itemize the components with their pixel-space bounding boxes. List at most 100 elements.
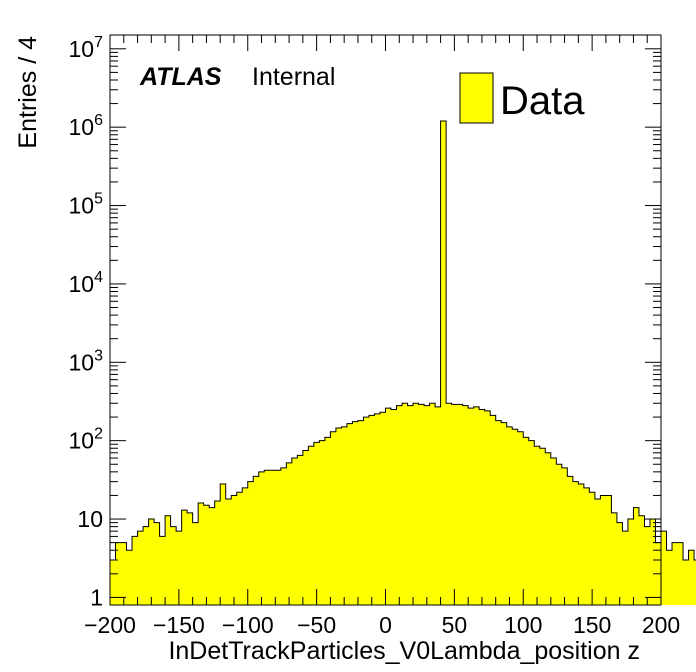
histogram-bar [638, 515, 645, 605]
histogram-bar [280, 467, 287, 605]
histogram-bar [170, 526, 177, 605]
y-tick-label: 103 [69, 347, 104, 375]
histogram-bar [187, 512, 193, 605]
histogram-bar [402, 403, 408, 605]
histogram-bar [567, 476, 574, 605]
histogram-bar [319, 440, 326, 605]
y-tick-label: 10 [77, 506, 103, 532]
y-axis-title: Entries / 4 [14, 36, 42, 149]
histogram-bar [534, 446, 541, 605]
histogram-bar [611, 512, 618, 605]
histogram-bar [429, 403, 436, 605]
histogram-bar [379, 412, 386, 605]
histogram-bar [683, 560, 689, 605]
histogram-bar [694, 560, 696, 605]
histogram-bar [440, 120, 447, 605]
histogram-bar [424, 405, 430, 605]
x-tick-label: 0 [379, 612, 392, 638]
histogram-bar [468, 408, 474, 605]
histogram-bar [451, 404, 458, 605]
histogram-bar [605, 495, 612, 605]
histogram-bar [368, 415, 375, 605]
histogram-bar [677, 542, 684, 605]
histogram-bar [324, 437, 331, 605]
histogram-bar [495, 420, 502, 605]
y-tick-labels: 1 10 102 103 104 105 106 107 [69, 34, 104, 611]
x-tick-label: −200 [84, 612, 136, 638]
histogram-bar [341, 426, 348, 605]
plot-frame [109, 34, 662, 606]
x-tick-label: 200 [642, 612, 680, 638]
histogram-bar [236, 492, 243, 605]
histogram-bar [528, 440, 535, 605]
histogram-bar [435, 406, 441, 605]
histogram-bar [385, 408, 392, 605]
y-tick-label: 1 [90, 584, 103, 610]
histogram-bar [649, 519, 656, 605]
histogram-bar [209, 507, 215, 605]
x-axis-title: InDetTrackParticles_V0Lambda_position z [168, 637, 640, 665]
histogram-bar [583, 487, 590, 605]
histogram-bar [633, 507, 640, 605]
histogram-bar [545, 452, 552, 605]
histogram-outline [110, 120, 696, 561]
histogram-bar [137, 531, 144, 605]
y-tick-label: 104 [69, 269, 104, 297]
histogram-bar [159, 536, 166, 605]
histogram-bar [363, 417, 370, 605]
histogram-bar [413, 403, 419, 605]
histogram-bar [407, 405, 414, 605]
histogram-bar [192, 522, 199, 605]
histogram-bar [473, 406, 480, 605]
internal-label: Internal [252, 63, 335, 91]
histogram-bar [242, 487, 249, 605]
histogram-bar [600, 495, 607, 605]
histogram-bar [357, 420, 364, 605]
histogram-bar [490, 415, 496, 605]
histogram-bar [484, 410, 491, 605]
legend-swatch [459, 72, 494, 124]
histogram-bar [501, 422, 508, 605]
histogram-bar [181, 510, 188, 605]
histogram-bar [374, 413, 381, 605]
histogram-bar [479, 409, 485, 605]
histogram-bars [110, 120, 696, 605]
x-tick-label: −50 [297, 612, 336, 638]
histogram-bar [148, 519, 155, 605]
histogram-bar [313, 442, 320, 605]
histogram-bar [418, 404, 425, 605]
histogram-bar [302, 450, 309, 605]
histogram-bar [269, 470, 276, 605]
x-tick-label: −150 [153, 612, 205, 638]
x-tick-label: 150 [573, 612, 611, 638]
histogram-bar [666, 550, 673, 605]
histogram-bar [214, 500, 221, 605]
y-tick-label: 105 [69, 191, 104, 219]
histogram-bar [539, 448, 546, 605]
histogram-bar [126, 550, 133, 605]
histogram-bar [335, 428, 342, 605]
histogram-bar [121, 542, 127, 605]
histogram-bar [622, 531, 629, 605]
histogram-bar [115, 542, 122, 605]
histogram-bar [275, 470, 282, 605]
histogram-bar [578, 483, 585, 605]
histogram-bar [225, 499, 232, 605]
histogram-bar [572, 481, 579, 605]
histogram-bar [154, 522, 160, 605]
histogram-bar [396, 405, 403, 605]
histogram-bar [616, 522, 623, 605]
histogram-bar [556, 464, 563, 605]
histogram-bar [506, 426, 513, 605]
histogram-bar [198, 503, 204, 605]
histogram-bar [286, 462, 293, 605]
histogram-bar [457, 404, 463, 605]
axis-ticks [109, 35, 662, 605]
histogram-bar [258, 471, 265, 605]
histogram-bar [391, 409, 397, 605]
x-tick-label: 50 [442, 612, 468, 638]
histogram-bar [446, 403, 452, 605]
x-tick-label: −100 [222, 612, 274, 638]
histogram-bar [330, 431, 337, 605]
